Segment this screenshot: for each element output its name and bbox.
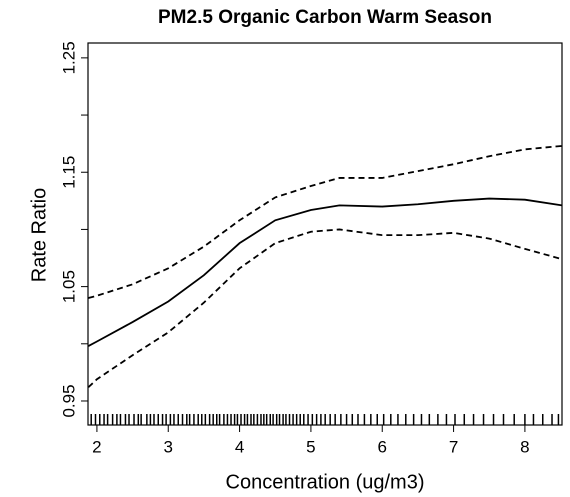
y-tick-label: 0.95 bbox=[59, 384, 78, 417]
y-tick-label: 1.25 bbox=[59, 41, 78, 74]
x-tick-label: 8 bbox=[520, 437, 529, 456]
x-tick-label: 4 bbox=[235, 437, 244, 456]
x-tick-label: 7 bbox=[449, 437, 458, 456]
y-tick-label: 1.05 bbox=[59, 270, 78, 303]
plot-box bbox=[87, 42, 563, 426]
x-tick-label: 6 bbox=[378, 437, 387, 456]
x-axis-label: Concentration (ug/m3) bbox=[226, 471, 425, 493]
x-tick-label: 5 bbox=[306, 437, 315, 456]
line bbox=[87, 228, 563, 388]
line bbox=[88, 145, 563, 299]
line bbox=[87, 197, 563, 347]
y-tick-label: 1.15 bbox=[59, 156, 78, 189]
x-tick-label: 3 bbox=[164, 437, 173, 456]
x-tick-label: 2 bbox=[92, 437, 101, 456]
chart-title: PM2.5 Organic Carbon Warm Season bbox=[158, 7, 492, 28]
y-axis-label: Rate Ratio bbox=[28, 188, 50, 283]
